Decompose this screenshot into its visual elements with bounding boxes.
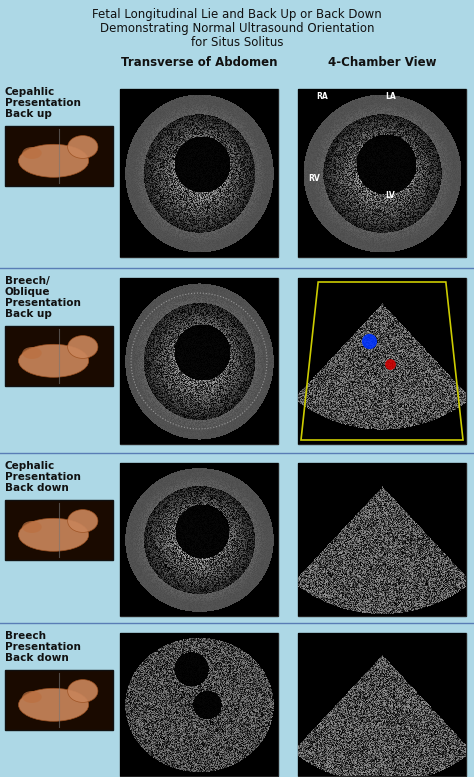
Bar xyxy=(120,278,278,444)
Text: Back up: Back up xyxy=(5,309,52,319)
Text: LV: LV xyxy=(385,191,395,200)
Ellipse shape xyxy=(18,344,89,378)
Text: Breech/: Breech/ xyxy=(5,276,50,286)
Ellipse shape xyxy=(22,147,42,159)
Text: Back down: Back down xyxy=(5,653,69,663)
Point xyxy=(365,335,373,347)
Ellipse shape xyxy=(68,510,98,532)
Bar xyxy=(298,278,466,444)
Text: Demonstrating Normal Ultrasound Orientation: Demonstrating Normal Ultrasound Orientat… xyxy=(100,22,374,35)
Text: Presentation: Presentation xyxy=(5,98,81,108)
Text: LA: LA xyxy=(385,92,396,101)
Ellipse shape xyxy=(22,521,42,533)
Text: Back down: Back down xyxy=(5,483,69,493)
Text: RA: RA xyxy=(316,92,328,101)
Bar xyxy=(120,633,278,776)
Text: Cephalic: Cephalic xyxy=(5,461,55,471)
Text: Oblique: Oblique xyxy=(5,287,51,297)
Bar xyxy=(298,463,466,616)
Text: Back up: Back up xyxy=(5,109,52,119)
Text: Presentation: Presentation xyxy=(5,298,81,308)
Point xyxy=(387,358,394,371)
Text: Transverse of Abdomen: Transverse of Abdomen xyxy=(121,56,277,69)
Bar xyxy=(5,500,113,560)
Ellipse shape xyxy=(68,680,98,702)
Ellipse shape xyxy=(18,145,89,177)
Ellipse shape xyxy=(18,518,89,552)
Ellipse shape xyxy=(68,136,98,159)
Ellipse shape xyxy=(68,336,98,358)
Text: Fetal Longitudinal Lie and Back Up or Back Down: Fetal Longitudinal Lie and Back Up or Ba… xyxy=(92,8,382,21)
Bar xyxy=(5,326,113,386)
Ellipse shape xyxy=(22,691,42,703)
Text: for Situs Solitus: for Situs Solitus xyxy=(191,36,283,49)
Text: RV: RV xyxy=(308,174,320,183)
Bar xyxy=(5,670,113,730)
Ellipse shape xyxy=(22,347,42,359)
Bar xyxy=(5,126,113,186)
Bar xyxy=(120,89,278,257)
Bar xyxy=(298,89,466,257)
Bar xyxy=(120,463,278,616)
Ellipse shape xyxy=(18,688,89,721)
Bar xyxy=(298,633,466,776)
Text: Breech: Breech xyxy=(5,631,46,641)
Text: 4-Chamber View: 4-Chamber View xyxy=(328,56,436,69)
Text: Presentation: Presentation xyxy=(5,642,81,652)
Text: Presentation: Presentation xyxy=(5,472,81,482)
Text: Cepahlic: Cepahlic xyxy=(5,87,55,97)
